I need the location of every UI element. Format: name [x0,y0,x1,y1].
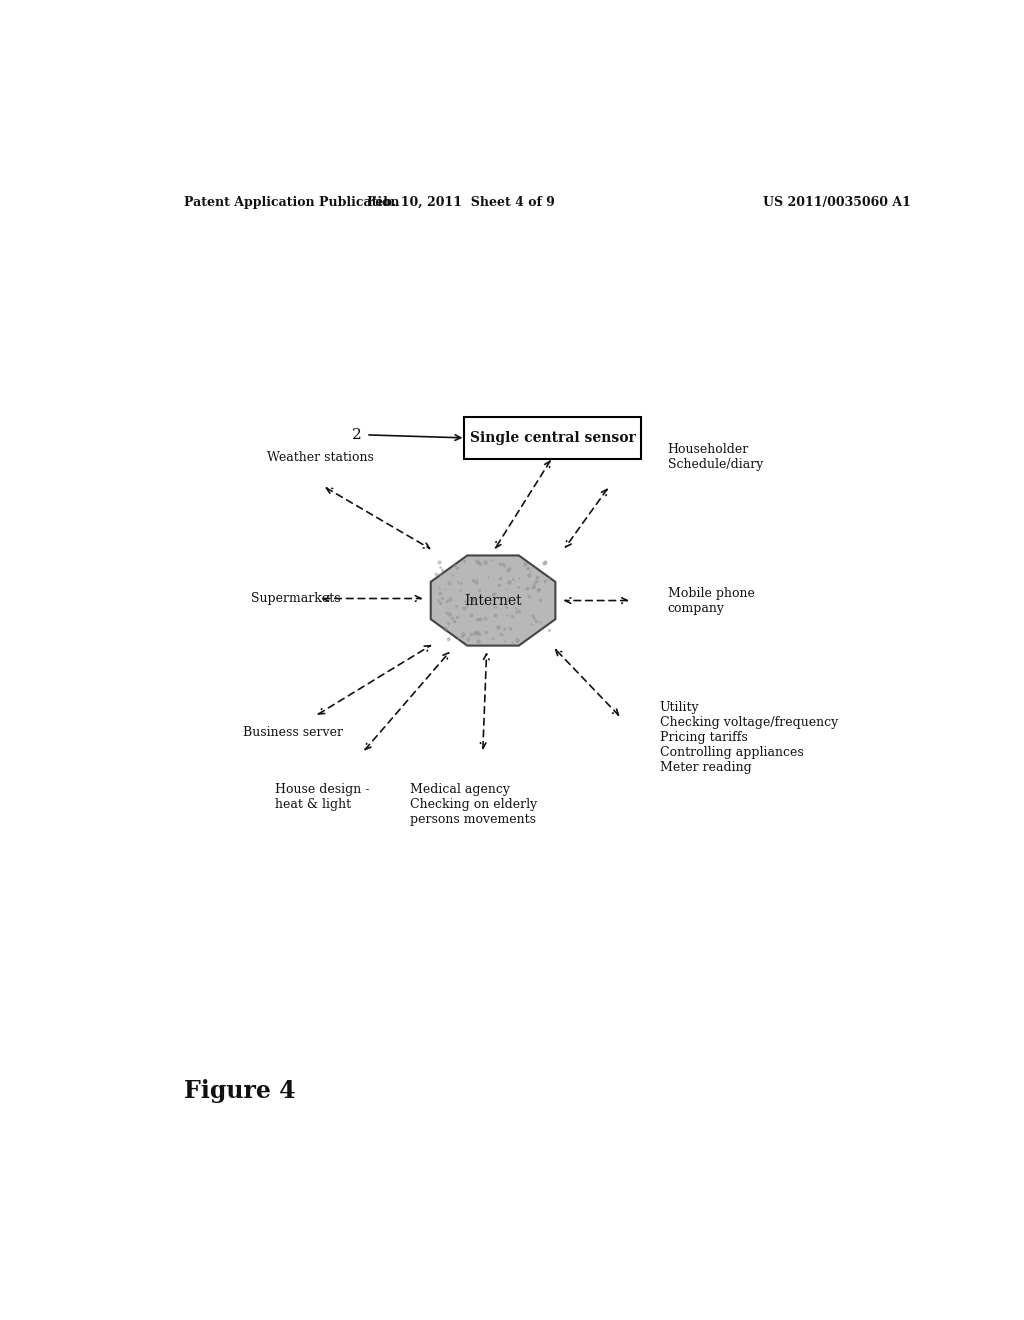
Text: Utility
Checking voltage/frequency
Pricing tariffs
Controlling appliances
Meter : Utility Checking voltage/frequency Prici… [659,701,838,775]
Text: Figure 4: Figure 4 [183,1080,295,1104]
Text: 2: 2 [352,428,362,442]
Text: Feb. 10, 2011  Sheet 4 of 9: Feb. 10, 2011 Sheet 4 of 9 [368,195,555,209]
Polygon shape [431,556,555,645]
Text: Mobile phone
company: Mobile phone company [668,586,755,615]
Text: Internet: Internet [464,594,522,607]
Text: Business server: Business server [243,726,343,739]
Text: US 2011/0035060 A1: US 2011/0035060 A1 [763,195,910,209]
Text: House design -
heat & light: House design - heat & light [275,784,370,812]
Text: Supermarkets: Supermarkets [251,591,341,605]
Text: Medical agency
Checking on elderly
persons movements: Medical agency Checking on elderly perso… [410,784,537,826]
Text: Patent Application Publication: Patent Application Publication [183,195,399,209]
FancyBboxPatch shape [464,417,641,459]
Text: Householder
Schedule/diary: Householder Schedule/diary [668,444,763,471]
Text: Weather stations: Weather stations [267,450,374,463]
Text: Single central sensor: Single central sensor [470,430,636,445]
